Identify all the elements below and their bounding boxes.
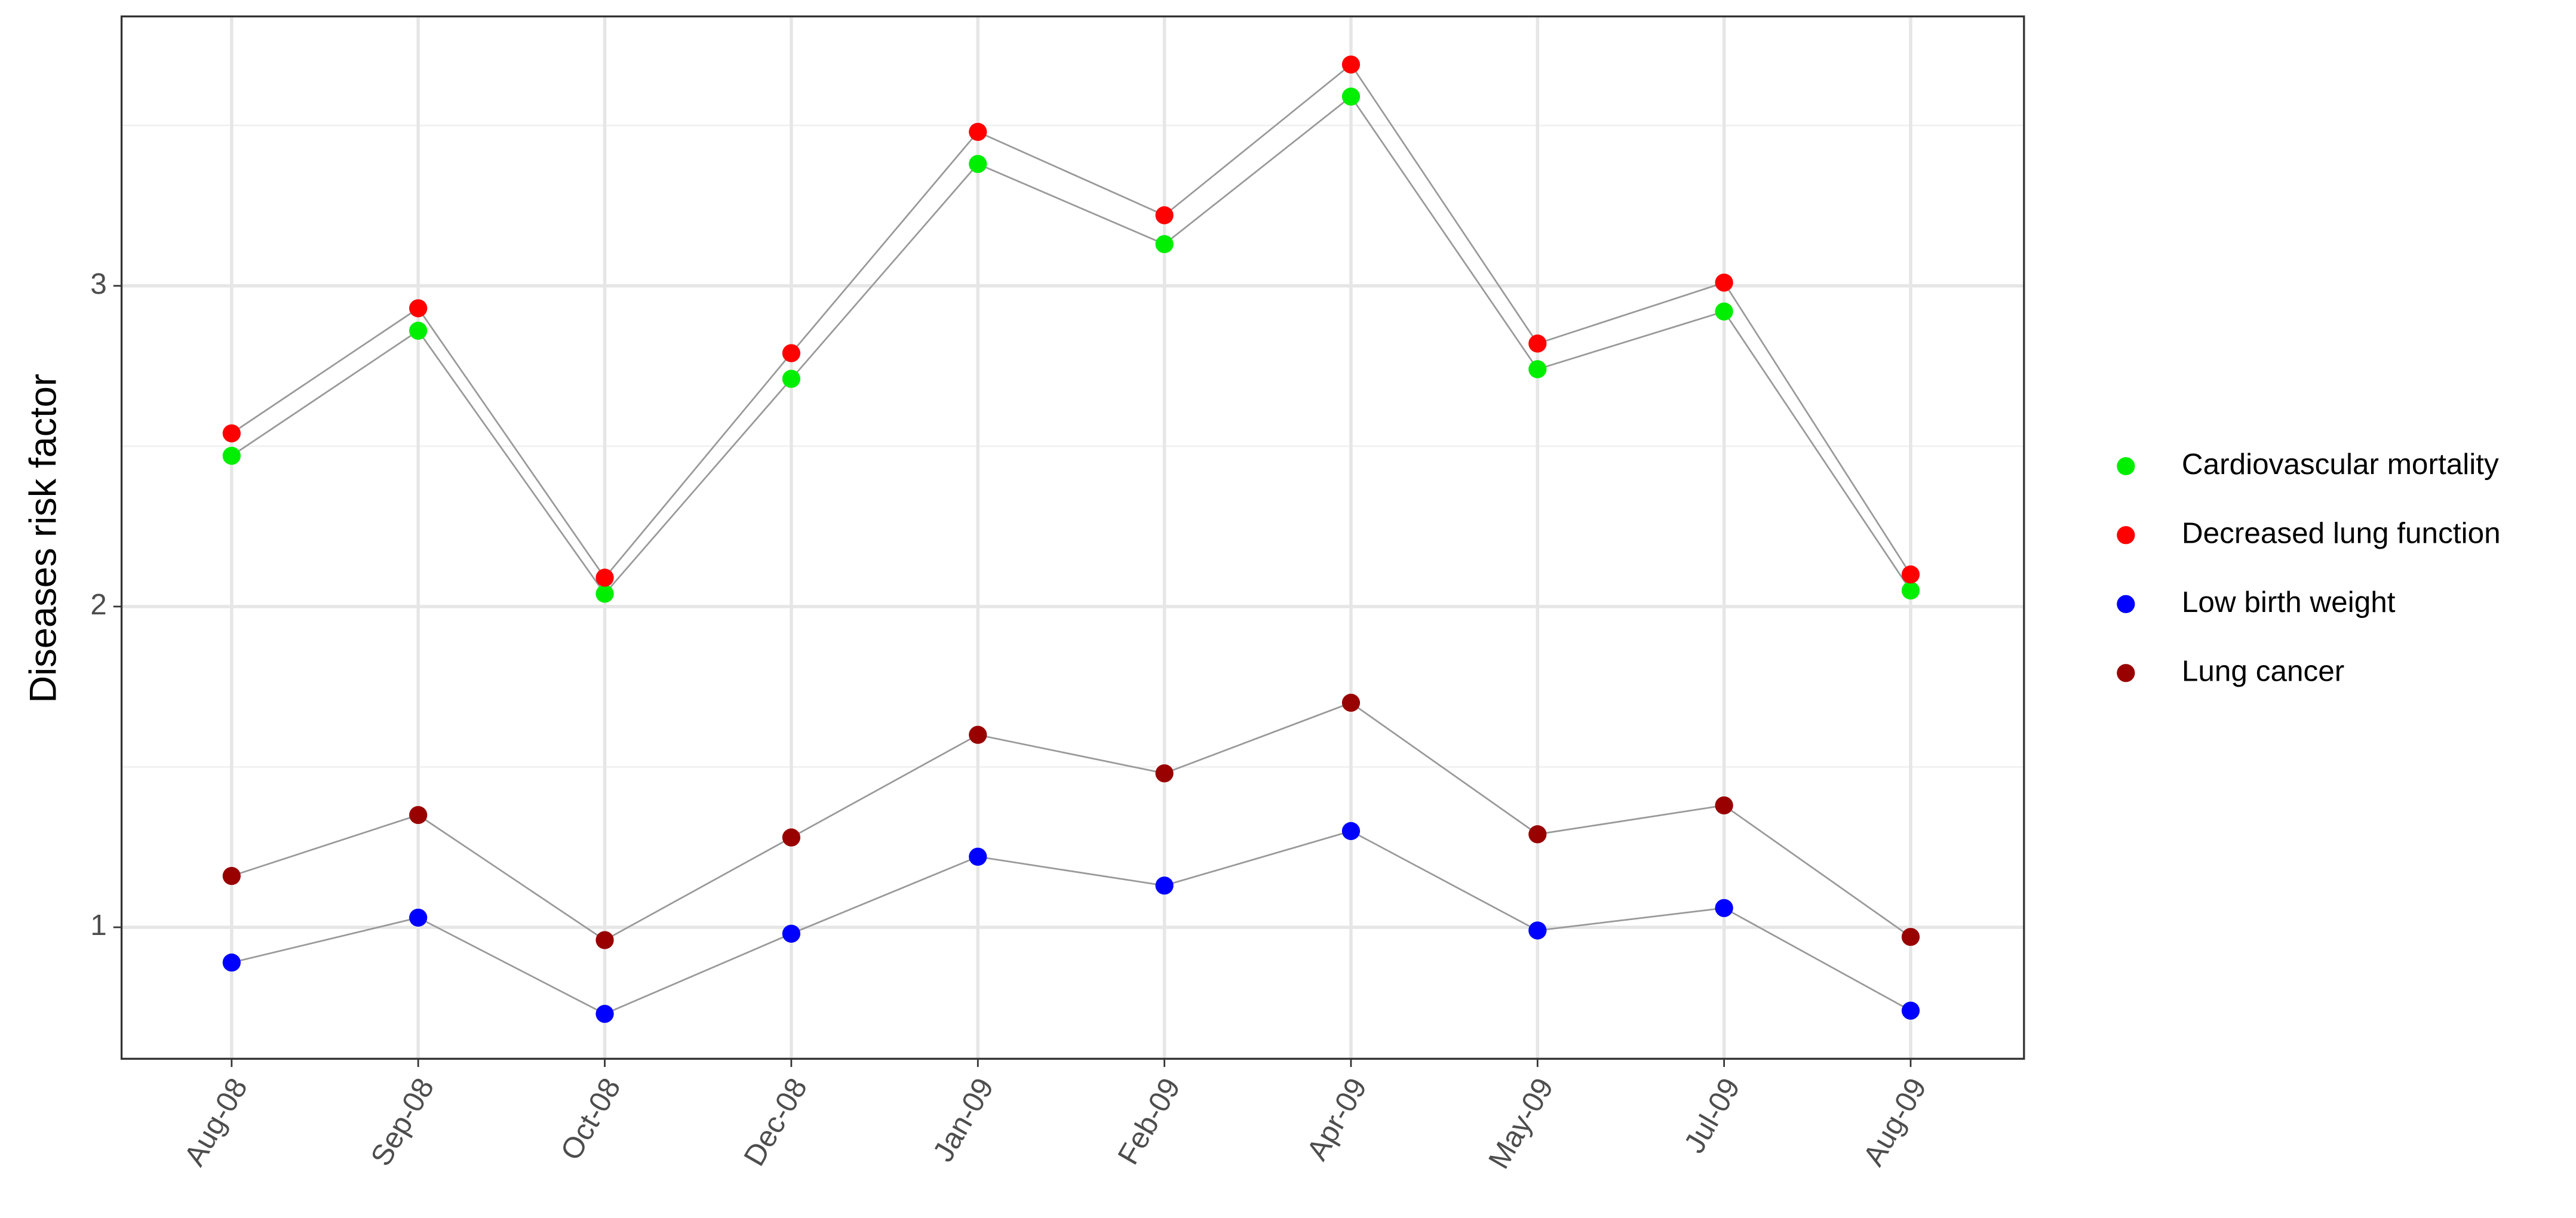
data-point [1715, 899, 1733, 917]
data-point [409, 321, 428, 340]
data-point [1901, 928, 1920, 946]
y-tick-label: 1 [90, 909, 107, 942]
data-point [222, 867, 241, 885]
data-point [409, 299, 428, 318]
plot-border [120, 15, 2025, 1060]
data-point [1341, 822, 1361, 841]
x-tick-label: Feb-09 [1112, 1072, 1187, 1170]
series-line [231, 702, 1911, 942]
data-point [1528, 360, 1547, 379]
x-tick-label: Aug-08 [178, 1072, 254, 1171]
data-point [595, 931, 614, 949]
data-point [1341, 87, 1361, 106]
x-tick-label: Oct-08 [554, 1072, 627, 1165]
data-point [1901, 565, 1920, 584]
data-point [782, 370, 801, 388]
legend-label: Lung cancer [2182, 654, 2344, 687]
legend-label: Low birth weight [2182, 586, 2396, 619]
data-point [1901, 1001, 1920, 1020]
legend-marker [2117, 457, 2135, 475]
data-point [409, 908, 428, 927]
data-point [1528, 921, 1547, 940]
legend-marker [2117, 526, 2135, 545]
series-line [231, 830, 1911, 1015]
data-point [782, 924, 801, 943]
x-tick-label: Jul-09 [1678, 1072, 1746, 1158]
data-point [222, 447, 241, 465]
data-point [595, 568, 614, 587]
x-tick-label: Aug-09 [1857, 1072, 1933, 1171]
series-line [231, 63, 1912, 579]
data-point [409, 805, 428, 825]
legend-label: Cardiovascular mortality [2182, 448, 2499, 481]
data-point [782, 344, 801, 362]
y-tick-label: 2 [90, 588, 107, 621]
data-point [1155, 876, 1174, 895]
data-point [969, 122, 987, 141]
data-point [1341, 55, 1361, 74]
legend-marker [2117, 664, 2135, 682]
data-point [1715, 302, 1733, 321]
data-point [1715, 273, 1733, 292]
data-point [969, 725, 987, 744]
data-point [1528, 825, 1547, 844]
data-point [1715, 796, 1733, 815]
x-tick-label: May-09 [1482, 1072, 1559, 1174]
data-point [1901, 581, 1920, 600]
data-point [1155, 764, 1174, 783]
data-point [1155, 206, 1174, 224]
data-point [595, 585, 614, 603]
data-point [1155, 235, 1174, 254]
legend-label: Decreased lung function [2182, 516, 2501, 549]
data-point [969, 847, 987, 866]
data-point [1341, 693, 1361, 712]
x-tick-label: Sep-08 [364, 1072, 440, 1171]
data-point [1528, 334, 1547, 353]
data-point [222, 954, 241, 972]
x-tick-label: Dec-08 [738, 1072, 813, 1171]
data-point [782, 828, 801, 847]
data-point [222, 424, 241, 442]
legend-marker [2117, 595, 2135, 613]
series-line [231, 95, 1912, 595]
y-axis-title: Diseases risk factor [23, 374, 65, 703]
data-point [969, 155, 987, 173]
x-tick-label: Apr-09 [1300, 1072, 1373, 1165]
x-tick-label: Jan-09 [926, 1072, 1000, 1167]
y-tick-label: 3 [90, 267, 107, 300]
data-point [595, 1004, 614, 1023]
